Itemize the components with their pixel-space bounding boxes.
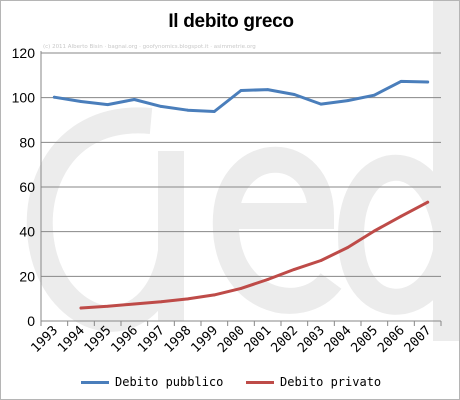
data-point-pubblico-2004 — [346, 99, 350, 102]
x-tick-label-1999: 1999 — [188, 323, 221, 356]
legend: Debito pubblico Debito privato — [1, 375, 459, 393]
series-line-privato — [79, 200, 430, 310]
data-point-privato-2007 — [426, 200, 430, 204]
data-point-pubblico-2002 — [292, 93, 296, 96]
data-point-privato-2000 — [239, 286, 243, 290]
watermark-letter-a — [26, 107, 184, 332]
data-point-pubblico-2007 — [426, 80, 430, 84]
data-point-pubblico-1994 — [79, 100, 83, 103]
y-tick-label-100: 100 — [12, 90, 36, 106]
data-point-pubblico-1995 — [106, 103, 110, 106]
x-tick-label-2001: 2001 — [242, 323, 275, 356]
watermark-letter-d — [337, 1, 459, 341]
legend-swatch-privato — [246, 380, 274, 384]
watermark-letter-e — [212, 146, 342, 314]
legend-label-pubblico: Debito pubblico — [115, 375, 224, 389]
y-tick-label-40: 40 — [19, 224, 35, 240]
data-point-pubblico-1998 — [186, 108, 190, 112]
data-point-privato-2003 — [319, 259, 323, 262]
x-tick-label-2004: 2004 — [322, 323, 355, 356]
x-tick-label-2000: 2000 — [215, 323, 248, 356]
x-tick-label-2005: 2005 — [348, 323, 381, 356]
legend-label-privato: Debito privato — [280, 375, 382, 389]
data-point-privato-1994 — [79, 306, 83, 310]
data-point-privato-1999 — [212, 293, 216, 297]
data-point-privato-2006 — [399, 214, 403, 218]
legend-swatch-pubblico — [81, 380, 109, 384]
data-point-pubblico-2005 — [372, 93, 376, 97]
x-tick-label-1995: 1995 — [82, 323, 115, 356]
watermark-credit: (c) 2011 Alberto Bisin · bagnai.org · go… — [43, 44, 256, 50]
y-tick-label-120: 120 — [12, 45, 36, 61]
data-point-privato-2005 — [372, 229, 376, 233]
data-point-pubblico-1993 — [52, 95, 56, 99]
data-point-privato-1996 — [132, 302, 136, 306]
data-point-privato-1997 — [159, 300, 163, 304]
x-tick-label-2002: 2002 — [268, 323, 301, 356]
x-tick-label-2003: 2003 — [295, 323, 328, 356]
data-point-privato-1998 — [186, 297, 190, 301]
series-line-pubblico — [52, 79, 430, 113]
x-tick-label-1994: 1994 — [55, 323, 88, 356]
data-point-pubblico-1999 — [212, 110, 216, 113]
y-tick-label-80: 80 — [19, 134, 35, 150]
data-point-privato-1995 — [106, 304, 110, 308]
x-tick-label-2006: 2006 — [375, 323, 408, 356]
legend-item-privato: Debito privato — [246, 375, 381, 389]
data-point-privato-2002 — [292, 268, 296, 271]
chart-title: Il debito greco — [168, 11, 294, 32]
x-tick-label-2007: 2007 — [402, 323, 435, 356]
y-tick-label-60: 60 — [19, 179, 35, 195]
data-point-pubblico-2006 — [399, 79, 403, 83]
data-point-pubblico-2000 — [239, 89, 243, 92]
data-point-pubblico-1997 — [159, 104, 163, 108]
y-tick-label-0: 0 — [27, 313, 35, 329]
x-tick-label-1997: 1997 — [135, 323, 168, 356]
y-tick-label-20: 20 — [19, 268, 35, 284]
data-point-privato-2001 — [266, 278, 270, 281]
legend-item-pubblico: Debito pubblico — [81, 375, 223, 389]
data-point-pubblico-1996 — [132, 98, 136, 101]
data-point-privato-2004 — [346, 246, 350, 249]
x-tick-label-1998: 1998 — [162, 323, 195, 356]
x-tick-label-1996: 1996 — [108, 323, 141, 356]
data-point-pubblico-2001 — [266, 88, 270, 92]
data-point-pubblico-2003 — [319, 102, 323, 106]
